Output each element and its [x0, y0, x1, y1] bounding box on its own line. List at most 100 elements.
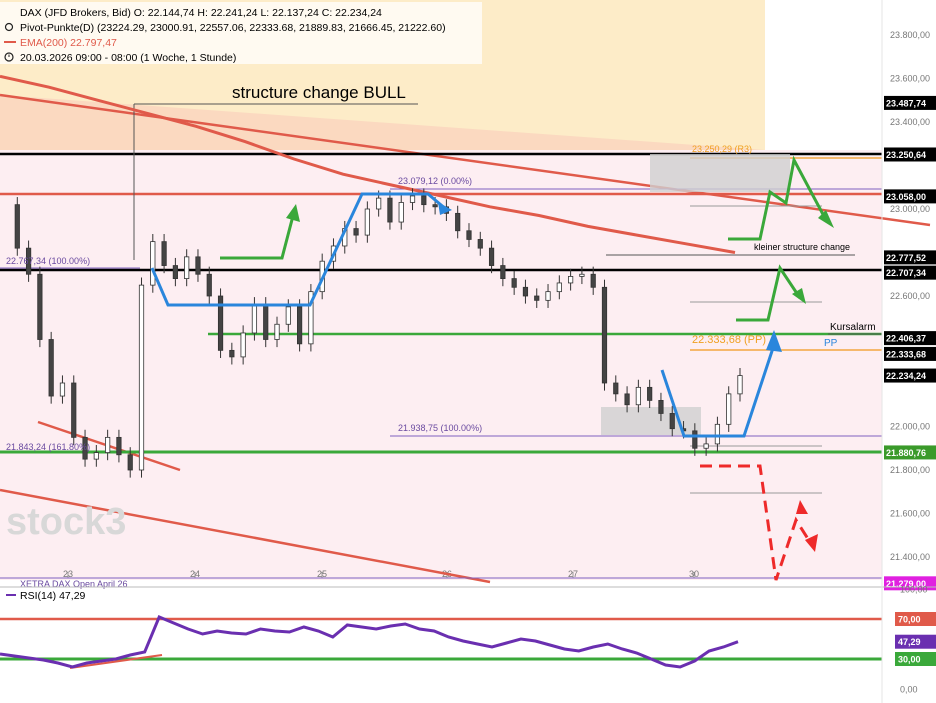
candle-body [455, 212, 461, 232]
price-label-box [884, 189, 936, 204]
x-tick-label: 30 [689, 569, 699, 579]
price-label: 23.487,74 [886, 98, 926, 108]
green-arrow-1 [220, 211, 296, 260]
price-label-box [884, 368, 936, 383]
green-arrow-3-head [792, 288, 806, 304]
candle-body [217, 295, 224, 351]
chart-header: DAX (JFD Brokers, Bid) O: 22.144,74 H: 2… [0, 2, 482, 64]
candle-body [93, 452, 99, 460]
fib-mid-label: 22.767,34 (100.00%) [6, 256, 90, 266]
candle-body [511, 278, 517, 288]
price-label-box [884, 445, 936, 460]
y-tick-label: 23.800,00 [890, 30, 930, 40]
x-tick-label: 23 [63, 569, 73, 579]
rsi-axis: 100,00 70,00 47,29 30,00 0,00 [895, 585, 936, 695]
candle-body [25, 247, 32, 275]
x-tick-label: 24 [190, 569, 200, 579]
xetra-label: XETRA DAX Open April 26 [20, 579, 128, 589]
candle-body [240, 332, 246, 358]
candle-body [161, 241, 167, 266]
rsi-line [0, 615, 739, 669]
lower-trendline [0, 488, 491, 584]
green-arrow-2-head [818, 210, 834, 228]
bg-pink-zone [0, 150, 882, 580]
rsi-title: RSI(14) 47,29 [20, 590, 86, 602]
candle-body [206, 273, 212, 297]
price-label: 21.880,76 [886, 448, 926, 458]
rsi-tick-label: 100,00 [900, 585, 928, 595]
candle-body [522, 286, 529, 297]
candle-body [387, 197, 393, 223]
pp-label: PP [824, 338, 838, 349]
candle-body [421, 195, 427, 206]
supply-zone [650, 154, 790, 192]
candle-body [71, 382, 77, 438]
rsi-tick-label: 0,00 [900, 685, 918, 695]
blue-w-pattern-right [660, 344, 776, 438]
blue-arrow-head-left [438, 202, 452, 215]
candle-body [488, 247, 495, 266]
green-arrow-2 [728, 155, 828, 241]
header-bg [0, 2, 482, 64]
candle-body [647, 386, 653, 401]
structure-bull-label: structure change BULL [232, 83, 406, 102]
price-label-box [884, 250, 936, 265]
candle-body [376, 197, 382, 210]
candle-body [568, 276, 574, 284]
candle-body [105, 436, 111, 454]
candle-body [195, 256, 201, 275]
candle-body [432, 204, 438, 208]
candle-body [545, 291, 551, 301]
r3-label: 23.250,29 (R3) [692, 144, 752, 154]
x-tick-label: 25 [317, 569, 327, 579]
red-arrow-head [805, 534, 818, 552]
candle-body [364, 208, 370, 236]
candle-body [14, 204, 20, 249]
candle-body [613, 382, 619, 395]
pivot-line: Pivot-Punkte(D) (23224.29, 23000.91, 225… [20, 22, 446, 34]
candle-body [624, 393, 630, 406]
fib-161-label: 21.843,24 (161.80%) [6, 442, 90, 452]
green-arrow-3 [736, 264, 802, 322]
symbol-line: DAX (JFD Brokers, Bid) O: 22.144,74 H: 2… [20, 7, 382, 19]
candle-body [296, 306, 303, 345]
rsi-label: 47,29 [898, 637, 921, 647]
candle-body [116, 436, 122, 456]
candle-body [409, 195, 416, 203]
candle-body [556, 282, 562, 293]
candle-body [263, 304, 269, 340]
candle-body [590, 273, 596, 288]
candle-body [251, 304, 258, 334]
candle-body [726, 393, 732, 425]
candle-body [48, 339, 54, 397]
watermark: stock3 [6, 501, 126, 543]
candle-body [82, 436, 88, 460]
red-arrow-head-top [796, 500, 808, 514]
blue-w-pattern-left [150, 192, 448, 307]
small-structure-label: kleiner structure change [754, 242, 850, 252]
candle-body [692, 430, 698, 449]
price-label: 22.234,24 [886, 371, 926, 381]
y-tick-label: 21.600,00 [890, 509, 930, 519]
candle-body [353, 228, 359, 236]
candle-body [579, 273, 585, 277]
candle-body [59, 382, 66, 397]
y-tick-label: 22.600,00 [890, 291, 930, 301]
price-label-box [884, 147, 936, 162]
candle-body [703, 443, 709, 449]
fib-top-label: 23.079,12 (0.00%) [398, 176, 472, 186]
price-label: 22.777,52 [886, 253, 926, 263]
candle-body [37, 273, 43, 340]
fib-low-label: 21.938,75 (100.00%) [398, 423, 482, 433]
price-label: 23.058,00 [886, 192, 926, 202]
candles [14, 188, 743, 478]
y-tick-label: 23.000,00 [890, 204, 930, 214]
rsi-label-box [895, 652, 936, 666]
candle-body [285, 306, 291, 325]
rsi-label: 70,00 [898, 615, 921, 625]
candle-body [737, 375, 743, 395]
bg-orange-trend [0, 95, 765, 150]
candle-body [138, 284, 145, 471]
candle-body [635, 386, 641, 406]
